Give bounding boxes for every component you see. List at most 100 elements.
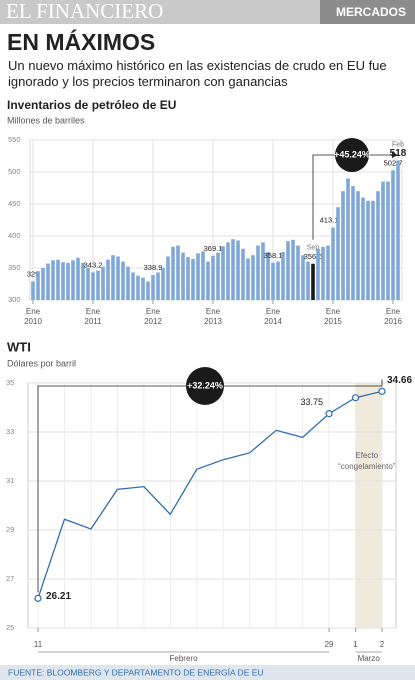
value-label: 338.9 — [144, 263, 163, 272]
value-label: 356.6 — [304, 252, 323, 261]
bar — [121, 261, 125, 300]
year-label: 2013 — [204, 317, 222, 326]
subtitle: Un nuevo máximo histórico en las existen… — [8, 58, 387, 89]
bar — [241, 248, 245, 300]
bar — [136, 275, 140, 300]
bar — [156, 272, 160, 300]
point — [351, 394, 360, 402]
bar — [356, 191, 360, 300]
bar — [226, 242, 230, 300]
annotation: +45.24% — [334, 149, 370, 159]
annotation: +32.24% — [187, 380, 223, 390]
plot-area — [27, 382, 397, 629]
bar — [196, 253, 200, 300]
bar — [201, 251, 205, 300]
bar — [31, 281, 35, 300]
bar — [341, 191, 345, 300]
bar — [291, 239, 295, 300]
point — [378, 387, 386, 395]
bar — [116, 256, 120, 300]
bar — [361, 197, 365, 300]
bar — [191, 259, 195, 300]
bar — [376, 191, 380, 300]
bar — [91, 272, 95, 300]
x-tick-label: Ene — [326, 307, 341, 316]
footer-band — [0, 665, 415, 680]
bar — [111, 255, 115, 300]
value-label: 413.1 — [320, 216, 339, 225]
bar — [96, 270, 100, 300]
bar — [251, 255, 255, 300]
bar — [211, 255, 215, 300]
x-tick-label: 2 — [380, 640, 385, 649]
shade — [355, 383, 382, 628]
bar — [396, 160, 400, 300]
y-tick-label: 29 — [6, 525, 14, 534]
y-tick-label: 500 — [8, 167, 21, 176]
bar — [246, 258, 250, 300]
bar — [66, 262, 70, 300]
bar — [101, 266, 105, 300]
bar — [326, 245, 330, 300]
section: MERCADOS — [336, 5, 406, 19]
y-tick-label: 35 — [6, 378, 14, 387]
bar — [36, 271, 40, 300]
bar — [306, 261, 310, 300]
bar — [171, 246, 175, 300]
bar — [181, 252, 185, 300]
value-label: 369.1 — [204, 244, 223, 253]
x-tick-label: Ene — [206, 307, 221, 316]
bar — [56, 259, 60, 300]
bar — [381, 181, 385, 300]
bar — [301, 255, 305, 300]
y-tick-label: 400 — [8, 231, 21, 240]
bar — [266, 252, 270, 300]
x-tick-label: Ene — [146, 307, 161, 316]
bar — [386, 181, 390, 300]
footer: FUENTE: BLOOMBERG Y DEPARTAMENTO DE ENER… — [8, 667, 264, 677]
bar — [81, 262, 85, 300]
bar — [331, 227, 335, 300]
value-label: 329 — [27, 269, 40, 278]
bar — [221, 246, 225, 300]
bar — [131, 272, 135, 300]
bar — [216, 252, 220, 300]
x-tick-label: 29 — [325, 640, 334, 649]
year-label: 2012 — [144, 317, 162, 326]
value-label: 34.66 — [387, 375, 412, 386]
year-label: 2016 — [384, 317, 402, 326]
bar — [236, 240, 240, 300]
y-tick-label: 33 — [6, 427, 14, 436]
bar — [261, 242, 265, 300]
y-tick-label: 550 — [8, 135, 21, 144]
y-tick-label: 25 — [6, 623, 14, 632]
bar — [321, 246, 325, 300]
value-label: 518 — [390, 148, 407, 159]
value-label: 26.21 — [46, 591, 71, 602]
value-label: 343.2 — [84, 260, 103, 269]
annotation-badge — [335, 138, 369, 172]
line — [37, 390, 383, 599]
value-label-month: Feb — [392, 141, 404, 148]
bar — [391, 170, 395, 300]
bar — [296, 245, 300, 300]
chart2-title: WTI — [7, 339, 31, 354]
shade-note: “congelamiento” — [338, 462, 396, 471]
bar — [106, 259, 110, 300]
point — [325, 410, 333, 418]
y-tick-label: 27 — [6, 574, 14, 583]
bar — [351, 186, 355, 300]
bar — [141, 277, 145, 300]
bar — [51, 260, 55, 300]
bar — [86, 268, 90, 300]
bar — [276, 261, 280, 300]
brand: EL FINANCIERO — [6, 0, 163, 23]
chart1-ylabel: Millones de barriles — [7, 115, 85, 125]
value-label: 358.1 — [264, 251, 283, 260]
bar — [176, 245, 180, 300]
y-tick-label: 300 — [8, 295, 21, 304]
bar — [71, 260, 75, 300]
x-tick-label: Ene — [386, 307, 401, 316]
bar — [161, 268, 165, 300]
group-label: Marzo — [358, 654, 381, 663]
